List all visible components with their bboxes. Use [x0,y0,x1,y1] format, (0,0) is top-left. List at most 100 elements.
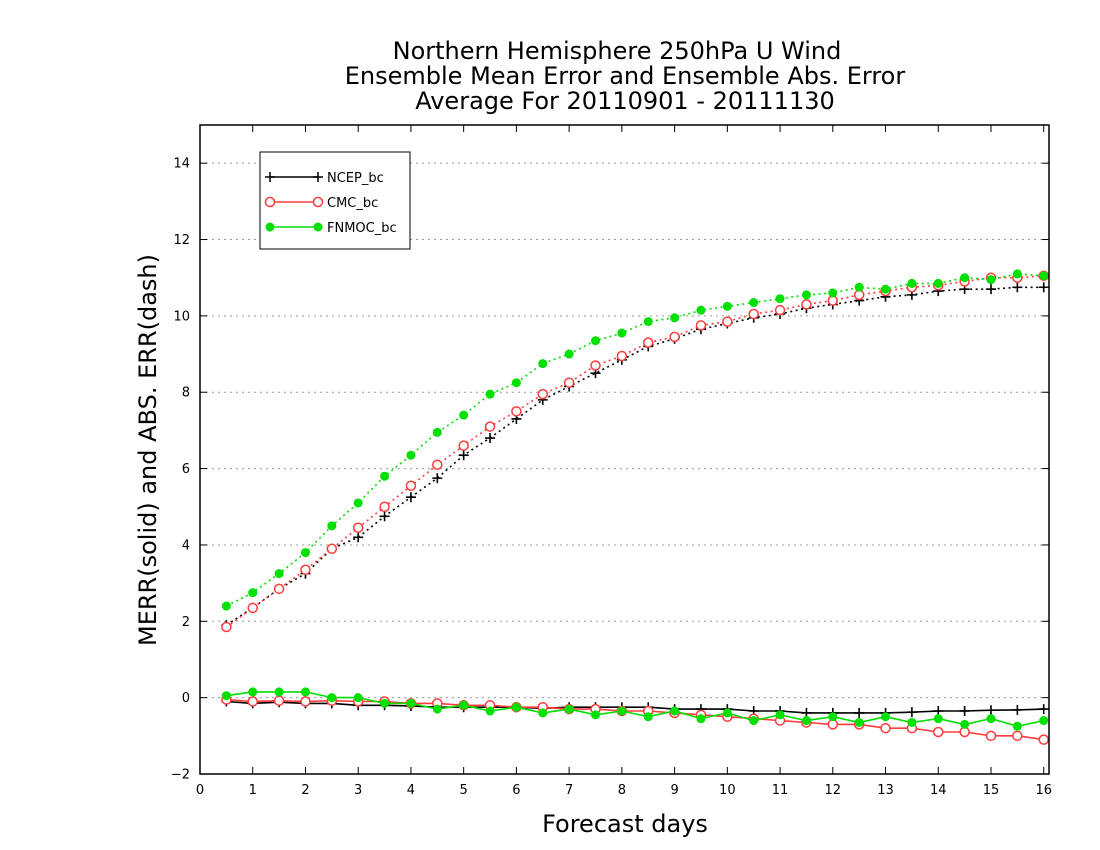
fnmoc-bc-abs-err-point-10 [485,389,495,399]
cmc-bc-abs-err-point-1 [247,602,258,614]
ncep-bc-abs-err-point-9 [458,450,469,461]
cmc-bc-abs-err-point-10 [484,421,496,432]
cmc-bc-mean-err-point-25 [880,722,891,734]
fnmoc-bc-mean-err-point-25 [881,712,891,722]
cmc-bc-mean-err-point-31 [1038,734,1049,745]
fnmoc-bc-mean-err-point-12 [538,708,548,718]
fnmoc-bc-mean-err-point-16 [643,712,653,722]
legend: NCEP_bc CMC_bc FNMOC_bc [259,151,411,250]
fnmoc-bc-abs-err-point-11 [511,378,521,388]
cmc-bc-mean-err-point-3 [300,696,311,707]
fnmoc-bc-abs-err-point-1 [248,588,258,598]
y-axis-label: MERR(solid) and ABS. ERR(dash) [134,254,162,646]
ncep-bc-abs-err-point-10 [485,433,496,444]
fnmoc-bc-abs-err-point-12 [538,359,548,369]
fnmoc-bc-abs-err-point-4 [327,521,337,531]
cmc-bc-abs-err-point-14 [590,360,601,371]
fnmoc-bc-mean-err-point-14 [590,710,600,720]
cmc-bc-mean-err-point-2 [273,695,285,706]
fnmoc-bc-mean-err-point-13 [564,704,574,714]
ncep-bc-mean-err-point-30 [1012,704,1023,715]
x-tick-label-3: 3 [354,783,362,798]
x-tick-label-2: 2 [301,783,309,798]
cmc-bc-mean-err-line [226,698,1044,741]
fnmoc-bc-mean-err-point-11 [511,702,521,712]
x-tick-label-8: 8 [618,783,626,798]
cmc-bc-abs-err-point-21 [774,304,786,316]
legend-fnmoc-marker-left [265,222,275,232]
cmc-bc-abs-err-line [225,275,1044,628]
fnmoc-bc-mean-err-point-29 [986,714,996,724]
x-tick-label-10: 10 [719,783,736,798]
fnmoc-bc-abs-err-point-27 [933,278,943,288]
ncep-bc-abs-err-point-31 [1038,282,1049,293]
legend-cmc-marker-left [264,196,276,208]
fnmoc-bc-abs-err-point-29 [986,275,996,285]
cmc-bc-abs-err-point-22 [801,299,812,310]
fnmoc-bc-mean-err-point-31 [1039,716,1049,726]
legend-label-cmc: CMC_bc [327,196,378,211]
legend-item-fnmoc: FNMOC_bc [265,221,397,236]
fnmoc-bc-abs-err-point-9 [459,410,469,420]
fnmoc-bc-mean-err-point-17 [670,706,680,716]
legend-label-fnmoc: FNMOC_bc [327,221,397,236]
fnmoc-bc-mean-err-point-5 [353,693,363,703]
cmc-bc-abs-err-point-11 [511,406,522,417]
fnmoc-bc-mean-err-point-30 [1012,721,1022,731]
cmc-bc-mean-err-point-1 [247,696,258,707]
fnmoc-bc-mean-err-point-15 [617,706,627,716]
cmc-bc-abs-err-point-6 [379,501,390,513]
cmc-bc-abs-err-point-15 [616,350,628,362]
fnmoc-bc-abs-err-point-28 [960,273,970,283]
ncep-bc-mean-err-point-31 [1038,704,1049,715]
cmc-bc-mean-err-point-27 [933,726,944,738]
fnmoc-bc-abs-err-point-30 [1012,269,1022,279]
x-tick-label-6: 6 [512,783,520,798]
fnmoc-bc-abs-err-point-13 [564,349,574,359]
fnmoc-bc-abs-err-point-21 [775,294,785,304]
fnmoc-bc-abs-err-point-26 [907,278,917,288]
fnmoc-bc-abs-err-point-2 [274,569,284,579]
fnmoc-bc-mean-err-point-9 [459,700,469,710]
x-tick-label-0: 0 [196,783,204,798]
ncep-bc-mean-err-point-24 [854,707,865,718]
fnmoc-bc-mean-err-point-6 [380,698,390,708]
fnmoc-bc-mean-err-point-27 [933,714,943,724]
y-tick-label-8: 14 [173,157,190,172]
y-tick-label-3: 4 [182,538,190,553]
chart-title-line-3: Average For 20110901 - 20111130 [415,87,835,115]
x-tick-label-4: 4 [407,783,415,798]
x-tick-label-16: 16 [1035,783,1052,798]
fnmoc-bc-abs-err-point-18 [696,305,706,315]
legend-ncep-marker-right [313,172,323,182]
legend-fnmoc-marker-right [313,222,323,232]
fnmoc-bc-abs-err-point-3 [300,548,310,558]
x-tick-label-11: 11 [772,783,789,798]
fnmoc-bc-mean-err-point-4 [327,693,337,703]
fnmoc-bc-mean-err-point-10 [485,706,495,716]
cmc-bc-abs-err-point-9 [458,440,469,451]
x-tick-label-13: 13 [877,783,894,798]
chart-title-line-1: Northern Hemisphere 250hPa U Wind [393,37,842,65]
fnmoc-bc-abs-err-point-7 [406,450,416,460]
fnmoc-bc-mean-err-point-22 [801,716,811,726]
fnmoc-bc-abs-err-point-24 [854,282,864,292]
legend-box [259,151,411,250]
legend-ncep-marker-left [265,172,275,182]
y-tick-label-5: 8 [182,386,190,401]
y-tick-label-2: 2 [182,615,190,630]
cmc-bc-abs-err-point-20 [748,308,759,320]
fnmoc-bc-abs-err-point-20 [749,298,759,308]
cmc-bc-abs-err-point-3 [300,564,311,576]
cmc-bc-abs-err-point-18 [695,320,707,331]
x-tick-label-9: 9 [670,783,678,798]
fnmoc-bc-mean-err-point-8 [432,704,442,714]
fnmoc-bc-mean-err-point-26 [907,717,917,727]
ncep-bc-mean-err-point-28 [959,706,970,717]
x-tick-label-1: 1 [249,783,257,798]
fnmoc-bc-mean-err-point-24 [854,717,864,727]
fnmoc-bc-mean-err-point-20 [749,716,759,726]
cmc-bc-mean-err-point-30 [1012,730,1023,742]
ncep-bc-mean-err-point-29 [985,705,996,716]
ncep-bc-mean-err-point-26 [906,707,917,718]
